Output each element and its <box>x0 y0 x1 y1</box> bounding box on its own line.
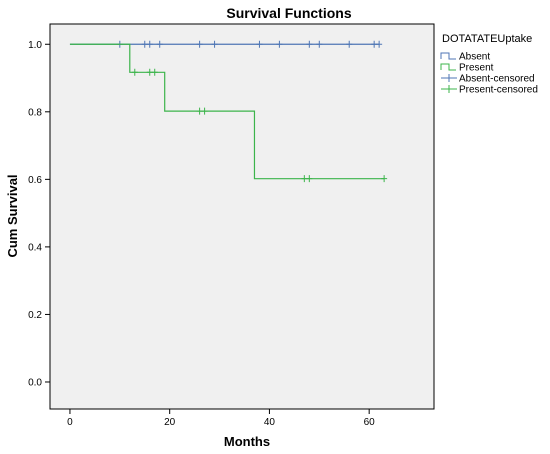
y-tick-label: 0.4 <box>28 242 42 253</box>
y-axis-title: Cum Survival <box>5 174 20 257</box>
series-0-censor-mark <box>211 40 218 48</box>
legend-censor-swatch <box>441 74 457 82</box>
series-0-censor-mark <box>306 40 313 48</box>
series-1-censor-mark <box>151 68 158 76</box>
legend-line-swatch <box>440 63 456 71</box>
legend-item: Absent <box>440 52 490 63</box>
series-0-censor-mark <box>276 40 283 48</box>
y-tick-label: 0.6 <box>28 175 42 186</box>
legend-label: Absent-censored <box>459 74 535 85</box>
chart-title: Survival Functions <box>226 5 351 21</box>
legend: AbsentPresentAbsent-censoredPresent-cens… <box>440 52 538 96</box>
y-tick-label: 1.0 <box>28 40 42 51</box>
series-0-censor-mark <box>256 40 263 48</box>
x-axis: 0 20 40 60 <box>67 409 375 428</box>
legend-title: DOTATATEUptake <box>442 33 532 45</box>
series-0-censor-mark <box>196 40 203 48</box>
series-1-censor-mark <box>131 68 138 76</box>
x-axis-title: Months <box>224 434 270 449</box>
x-tick-label: 0 <box>67 417 73 428</box>
legend-item: Present <box>440 63 494 74</box>
series-0-censor-mark <box>346 40 353 48</box>
series-1-survival-line <box>69 43 385 180</box>
y-axis: 0.0 0.2 0.4 0.6 0.8 1.0 <box>28 40 50 388</box>
y-tick-label: 0.2 <box>28 310 42 321</box>
legend-line-swatch <box>440 52 456 60</box>
series-0-censor-mark <box>156 40 163 48</box>
x-tick-label: 60 <box>364 417 376 428</box>
legend-censor-swatch <box>441 85 457 93</box>
series-1-censor-mark <box>201 107 208 115</box>
series-1-censor-mark <box>306 175 313 183</box>
y-tick-label: 0.0 <box>28 377 42 388</box>
legend-item: Present-censored <box>441 85 538 96</box>
legend-item: Absent-censored <box>441 74 535 85</box>
series-0-censor-mark <box>376 40 383 48</box>
series-layer <box>69 40 388 183</box>
y-tick-label: 0.8 <box>28 107 42 118</box>
x-tick-label: 40 <box>264 417 276 428</box>
x-tick-label: 20 <box>164 417 176 428</box>
legend-label: Present <box>459 63 494 74</box>
plot-area <box>49 23 435 410</box>
series-1-censor-mark <box>381 175 388 183</box>
series-0-censor-mark <box>316 40 323 48</box>
legend-label: Present-censored <box>459 85 538 96</box>
series-0-censor-mark <box>146 40 153 48</box>
legend-label: Absent <box>459 52 490 63</box>
